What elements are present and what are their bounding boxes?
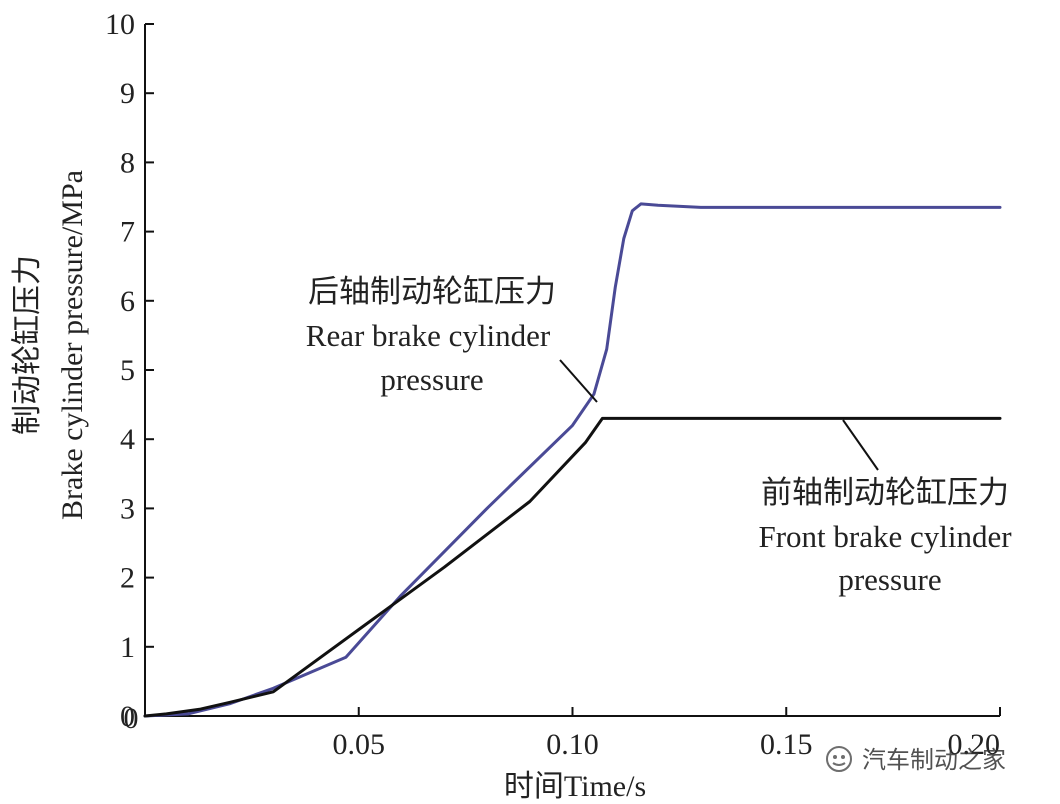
y-axis-title-cn: 制动轮缸压力: [11, 255, 44, 435]
y-ticks: 0 1 2 3 4 5 6 7 8 9 10: [105, 8, 154, 733]
x-tick-label: 0.10: [546, 728, 599, 761]
front-annotation-cn: 前轴制动轮缸压力: [761, 475, 1009, 510]
y-tick-label: 8: [120, 146, 135, 179]
rear-pressure-series-line: [143, 202, 1002, 718]
y-tick-label: 5: [120, 354, 135, 387]
y-tick-label: 9: [120, 77, 135, 110]
y-tick-label: 0: [120, 700, 135, 733]
front-annotation-en-line1: Front brake cylinder: [758, 519, 1012, 554]
y-tick-label: 2: [120, 562, 135, 595]
rear-annotation-en-line2: pressure: [380, 362, 483, 397]
front-pressure-series-line: [143, 416, 1002, 718]
x-tick-label: 0.20: [948, 728, 1001, 761]
watermark-text: 汽车制动之家: [862, 746, 1006, 774]
y-tick-label: 10: [105, 8, 135, 41]
x-axis-title: 时间Time/s: [504, 770, 646, 803]
y-tick-label: 4: [120, 423, 135, 456]
rear-annotation-en-line1: Rear brake cylinder: [306, 318, 551, 353]
y-tick-label: 6: [120, 285, 135, 318]
front-annotation-en-line2: pressure: [838, 562, 941, 597]
y-tick-label: 1: [120, 631, 135, 664]
x-tick-label: 0.15: [760, 728, 813, 761]
y-tick-label: 3: [120, 492, 135, 525]
front-annotation-leader: [842, 419, 879, 471]
watermark: 汽车制动之家: [826, 746, 1006, 774]
y-tick-label: 7: [120, 216, 135, 249]
x-tick-label: 0: [124, 702, 139, 735]
rear-annotation-leader: [559, 359, 598, 403]
x-ticks: 0 0.05 0.10 0.15 0.20: [124, 702, 1001, 761]
axes: [144, 24, 1000, 717]
wechat-official-account-icon: [826, 746, 852, 772]
y-axis-title-en: Brake cylinder pressure/MPa: [56, 170, 89, 520]
rear-annotation-cn: 后轴制动轮缸压力: [308, 274, 556, 309]
series-layer: [143, 202, 1002, 718]
x-tick-label: 0.05: [333, 728, 386, 761]
